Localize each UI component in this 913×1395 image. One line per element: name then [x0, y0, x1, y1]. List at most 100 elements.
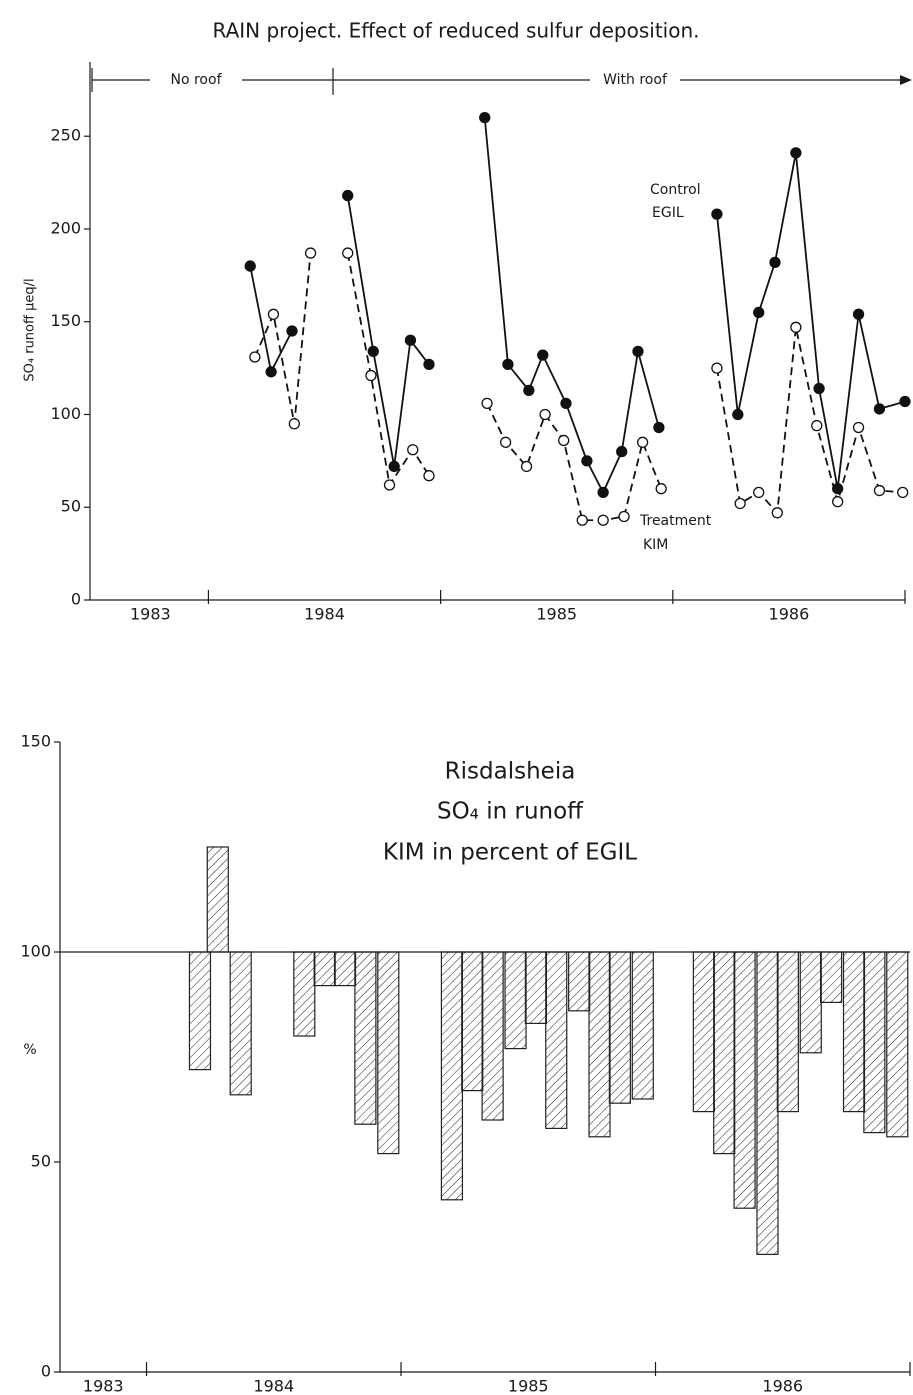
data-point [811, 419, 823, 432]
bar [588, 951, 611, 1138]
bar [440, 951, 464, 1201]
bar [776, 951, 799, 1113]
data-point [265, 366, 277, 378]
y-tick-label: 100 [20, 942, 51, 961]
chart-title: SO₄ in runoff [437, 799, 584, 825]
bar [206, 846, 229, 953]
data-point [244, 260, 256, 272]
bar [733, 951, 756, 1209]
data-point [734, 497, 746, 510]
data-point [520, 460, 533, 473]
data-point [423, 470, 435, 482]
data-point [576, 514, 588, 526]
y-tick-label: 250 [50, 126, 81, 145]
data-point [367, 345, 379, 358]
bar [229, 951, 252, 1096]
series-label: KIM [643, 537, 668, 553]
period-label: No roof [171, 72, 223, 88]
chart-title: KIM in percent of EGIL [383, 840, 637, 866]
data-point [523, 384, 535, 397]
data-point [286, 325, 298, 337]
x-tick-label: 1985 [536, 605, 577, 624]
data-point [342, 189, 354, 202]
data-point [423, 358, 435, 371]
data-point [732, 408, 744, 421]
data-point [852, 308, 865, 320]
data-point [481, 397, 493, 410]
bar [293, 951, 316, 1037]
x-tick-label: 1984 [253, 1377, 294, 1395]
data-point [304, 247, 317, 259]
data-point [288, 418, 300, 430]
y-tick-label: 150 [20, 732, 51, 751]
y-tick-label: 0 [71, 590, 81, 609]
period-label: With roof [603, 72, 668, 88]
x-tick-label: 1983 [130, 605, 171, 624]
data-point [267, 308, 280, 320]
series-label: EGIL [652, 205, 684, 221]
data-point [753, 486, 765, 499]
data-point [479, 112, 491, 124]
data-point [813, 382, 825, 395]
data-point [558, 434, 570, 447]
data-point [597, 514, 609, 526]
bar [377, 951, 400, 1155]
series-label: Treatment [639, 513, 712, 529]
x-tick-label: 1985 [508, 1377, 549, 1395]
bar [504, 951, 527, 1050]
bar [886, 951, 909, 1138]
y-tick-label: 150 [50, 311, 81, 330]
bar [461, 951, 484, 1092]
data-point [655, 483, 667, 495]
bar [713, 951, 736, 1155]
bar [820, 951, 843, 1004]
data-point [407, 444, 419, 456]
data-point [342, 247, 354, 259]
y-axis-label: SO₄ runoff µeq/l [23, 278, 38, 381]
bar [524, 951, 547, 1025]
y-axis-label: % [23, 1042, 36, 1058]
data-point [537, 349, 549, 361]
data-point [616, 445, 628, 458]
data-point [769, 256, 781, 269]
data-point [771, 507, 783, 519]
y-tick-label: 50 [61, 497, 81, 516]
data-point [502, 358, 514, 371]
y-tick-label: 100 [50, 404, 81, 423]
data-point [539, 408, 551, 421]
data-point [636, 436, 649, 448]
arrow-head [900, 75, 912, 85]
x-tick-label: 1983 [83, 1377, 124, 1395]
data-point [618, 510, 630, 523]
series-label: Control [650, 182, 701, 198]
data-point [404, 334, 417, 346]
bar [631, 951, 654, 1100]
data-point [653, 421, 665, 434]
data-point [499, 436, 512, 448]
y-tick-label: 0 [41, 1362, 51, 1381]
data-point [832, 496, 844, 508]
bar [568, 951, 591, 1012]
data-point [873, 484, 886, 497]
bar [842, 951, 866, 1113]
chart-title: Risdalsheia [445, 759, 576, 785]
data-point [790, 147, 802, 159]
data-point [753, 306, 765, 319]
data-point [632, 345, 644, 358]
series-line [249, 117, 906, 495]
data-point [388, 460, 400, 473]
data-point [711, 362, 723, 374]
bar [863, 951, 886, 1134]
data-point [899, 395, 911, 408]
bar [608, 951, 631, 1104]
bar [354, 951, 377, 1125]
bar [188, 951, 212, 1071]
data-point [873, 403, 886, 415]
data-point [897, 486, 909, 499]
data-point [790, 321, 802, 333]
bar [799, 951, 822, 1054]
data-point [581, 455, 593, 467]
data-point [852, 421, 865, 434]
bar [756, 951, 779, 1255]
data-point [249, 351, 261, 363]
